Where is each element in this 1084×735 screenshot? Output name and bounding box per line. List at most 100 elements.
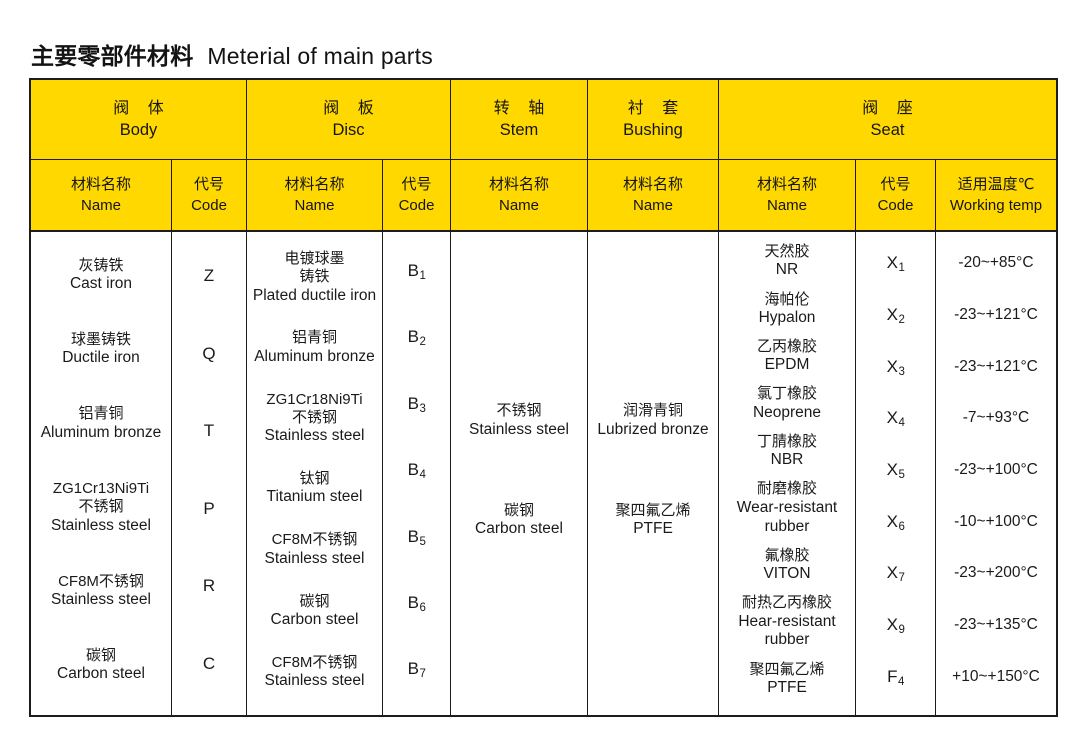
- seat-code: X1: [886, 253, 905, 275]
- header-disc-code: 代号 Code: [383, 160, 451, 230]
- body-material: 球墨铸铁 Ductile iron: [33, 331, 169, 368]
- seat-material: 天然胶 NR: [721, 243, 853, 280]
- seat-material-en: Wear-resistant rubber: [736, 498, 838, 535]
- body-material-zh: 铝青铜: [78, 405, 124, 423]
- bushing-material-en: PTFE: [633, 519, 673, 537]
- header-body-code: 代号 Code: [172, 160, 247, 230]
- body-material-zh: 不锈钢: [78, 498, 124, 516]
- disc-material-zh: ZG1Cr18Ni9Ti: [266, 390, 363, 408]
- stem-material-en: Stainless steel: [469, 420, 569, 438]
- disc-code: B5: [407, 526, 426, 548]
- header-group-seat-en: Seat: [870, 121, 905, 140]
- seat-material-en: Neoprene: [752, 403, 822, 421]
- disc-code: B6: [407, 592, 426, 614]
- disc-material-zh: 电镀球墨: [284, 249, 345, 267]
- column-stem-name: 不锈钢 Stainless steel 碳钢 Carbon steel: [451, 232, 588, 715]
- stem-material-zh: 碳钢: [503, 501, 534, 519]
- seat-material-zh: 耐磨橡胶: [756, 480, 817, 498]
- body-material: 灰铸铁 Cast iron: [33, 257, 169, 294]
- disc-material-zh: 碳钢: [299, 592, 330, 610]
- disc-material-en: Stainless steel: [264, 427, 365, 445]
- table-header-subheads: 材料名称 Name 代号 Code 材料名称 Name 代号 Code 材料名称…: [31, 160, 1056, 232]
- seat-material-en: NBR: [770, 451, 804, 469]
- working-temp: -23~+135°C: [954, 615, 1038, 633]
- body-code: C: [202, 653, 216, 673]
- seat-code: X5: [886, 460, 905, 482]
- stem-material-en: Carbon steel: [475, 519, 563, 537]
- column-working-temp: -20~+85°C -23~+121°C -23~+121°C -7~+93°C -23…: [936, 232, 1056, 715]
- seat-material-en: Hear-resistant rubber: [738, 612, 836, 649]
- disc-code: B2: [407, 327, 426, 349]
- disc-material-zh: CF8M不锈钢: [271, 653, 358, 671]
- seat-material: 丁腈橡胶 NBR: [721, 433, 853, 470]
- seat-material-zh: 聚四氟乙烯: [749, 660, 825, 678]
- header-group-body-zh: 阀 体: [113, 100, 171, 118]
- body-material-en: Aluminum bronze: [40, 423, 162, 441]
- seat-code: X6: [886, 511, 905, 533]
- materials-table: 阀 体 Body 阀 板 Disc 转 轴 Stem 衬 套 Bushing 阀…: [29, 78, 1058, 717]
- body-code: Q: [202, 343, 216, 363]
- column-seat-name: 天然胶 NR 海帕伦 Hypalon 乙丙橡胶 EPDM 氯丁橡胶 Neoprene 丁腈橡胶 N…: [719, 232, 856, 715]
- header-working-temp-zh: 适用温度℃: [957, 175, 1035, 193]
- seat-code: X2: [886, 305, 905, 327]
- disc-material-zh: 铝青铜: [291, 329, 337, 347]
- header-bushing-name-en: Name: [632, 197, 673, 215]
- header-disc-code-zh: 代号: [401, 175, 432, 193]
- working-temp: -23~+121°C: [954, 357, 1038, 375]
- bushing-material: 聚四氟乙烯 PTFE: [590, 502, 716, 539]
- header-group-disc-zh: 阀 板: [323, 100, 381, 118]
- disc-material-zh: 不锈钢: [291, 408, 337, 426]
- header-body-code-en: Code: [191, 197, 227, 215]
- seat-material: 氟橡胶 VITON: [721, 547, 853, 584]
- working-temp: +10~+150°C: [952, 667, 1040, 685]
- seat-material-zh: 氯丁橡胶: [756, 385, 817, 403]
- seat-material-en: PTFE: [767, 678, 807, 696]
- header-seat-name-zh: 材料名称: [756, 175, 817, 193]
- seat-material-en: NR: [775, 261, 799, 279]
- body-material-zh: 球墨铸铁: [70, 331, 131, 349]
- seat-material-zh: 天然胶: [764, 243, 810, 261]
- seat-material: 海帕伦 Hypalon: [721, 291, 853, 328]
- body-material: 碳钢 Carbon steel: [33, 647, 169, 684]
- body-code: P: [203, 498, 215, 518]
- disc-code: B3: [407, 393, 426, 415]
- seat-material-zh: 氟橡胶: [764, 546, 810, 564]
- seat-material-zh: 丁腈橡胶: [756, 432, 817, 450]
- header-group-bushing-zh: 衬 套: [627, 100, 686, 118]
- working-temp: -10~+100°C: [954, 512, 1038, 530]
- header-working-temp: 适用温度℃ Working temp: [936, 160, 1056, 230]
- body-code: R: [202, 576, 216, 596]
- body-material-en: Carbon steel: [57, 665, 145, 683]
- disc-material: CF8M不锈钢 Stainless steel: [249, 531, 380, 568]
- working-temp: -20~+85°C: [958, 254, 1034, 272]
- header-bushing-name: 材料名称 Name: [588, 160, 719, 230]
- page-title-zh: 主要零部件材料: [31, 43, 194, 69]
- header-group-body-en: Body: [119, 121, 158, 140]
- body-material: 铝青铜 Aluminum bronze: [33, 405, 169, 442]
- body-code: T: [203, 421, 215, 441]
- working-temp: -23~+100°C: [954, 461, 1038, 478]
- body-material: CF8M不锈钢 Stainless steel: [33, 573, 169, 610]
- seat-code: F4: [887, 666, 905, 688]
- working-temp: -23~+200°C: [954, 564, 1038, 582]
- stem-material: 不锈钢 Stainless steel: [453, 402, 585, 439]
- disc-material-zh: 铸铁: [299, 268, 330, 286]
- seat-material: 氯丁橡胶 Neoprene: [721, 385, 853, 422]
- header-seat-code-zh: 代号: [880, 175, 911, 193]
- seat-material-en: VITON: [763, 565, 811, 583]
- header-disc-code-en: Code: [398, 197, 435, 215]
- header-group-bushing-en: Bushing: [623, 121, 683, 140]
- header-disc-name-en: Name: [294, 197, 335, 215]
- column-disc-name: 电镀球墨 铸铁 Plated ductile iron 铝青铜 Aluminum bro…: [247, 232, 383, 715]
- header-group-bushing: 衬 套 Bushing: [588, 80, 719, 159]
- disc-material: 钛钢 Titanium steel: [249, 470, 380, 507]
- header-group-stem-zh: 转 轴: [493, 100, 552, 118]
- header-group-disc: 阀 板 Disc: [247, 80, 451, 159]
- body-material-en: Stainless steel: [51, 516, 151, 534]
- table-header-groups: 阀 体 Body 阀 板 Disc 转 轴 Stem 衬 套 Bushing 阀…: [31, 80, 1056, 160]
- header-seat-code: 代号 Code: [856, 160, 936, 230]
- seat-material-zh: 耐热乙丙橡胶: [741, 594, 832, 612]
- bushing-material-en: Lubrized bronze: [597, 420, 709, 438]
- page-title-en: Meterial of main parts: [207, 43, 433, 69]
- header-seat-name-en: Name: [766, 197, 807, 215]
